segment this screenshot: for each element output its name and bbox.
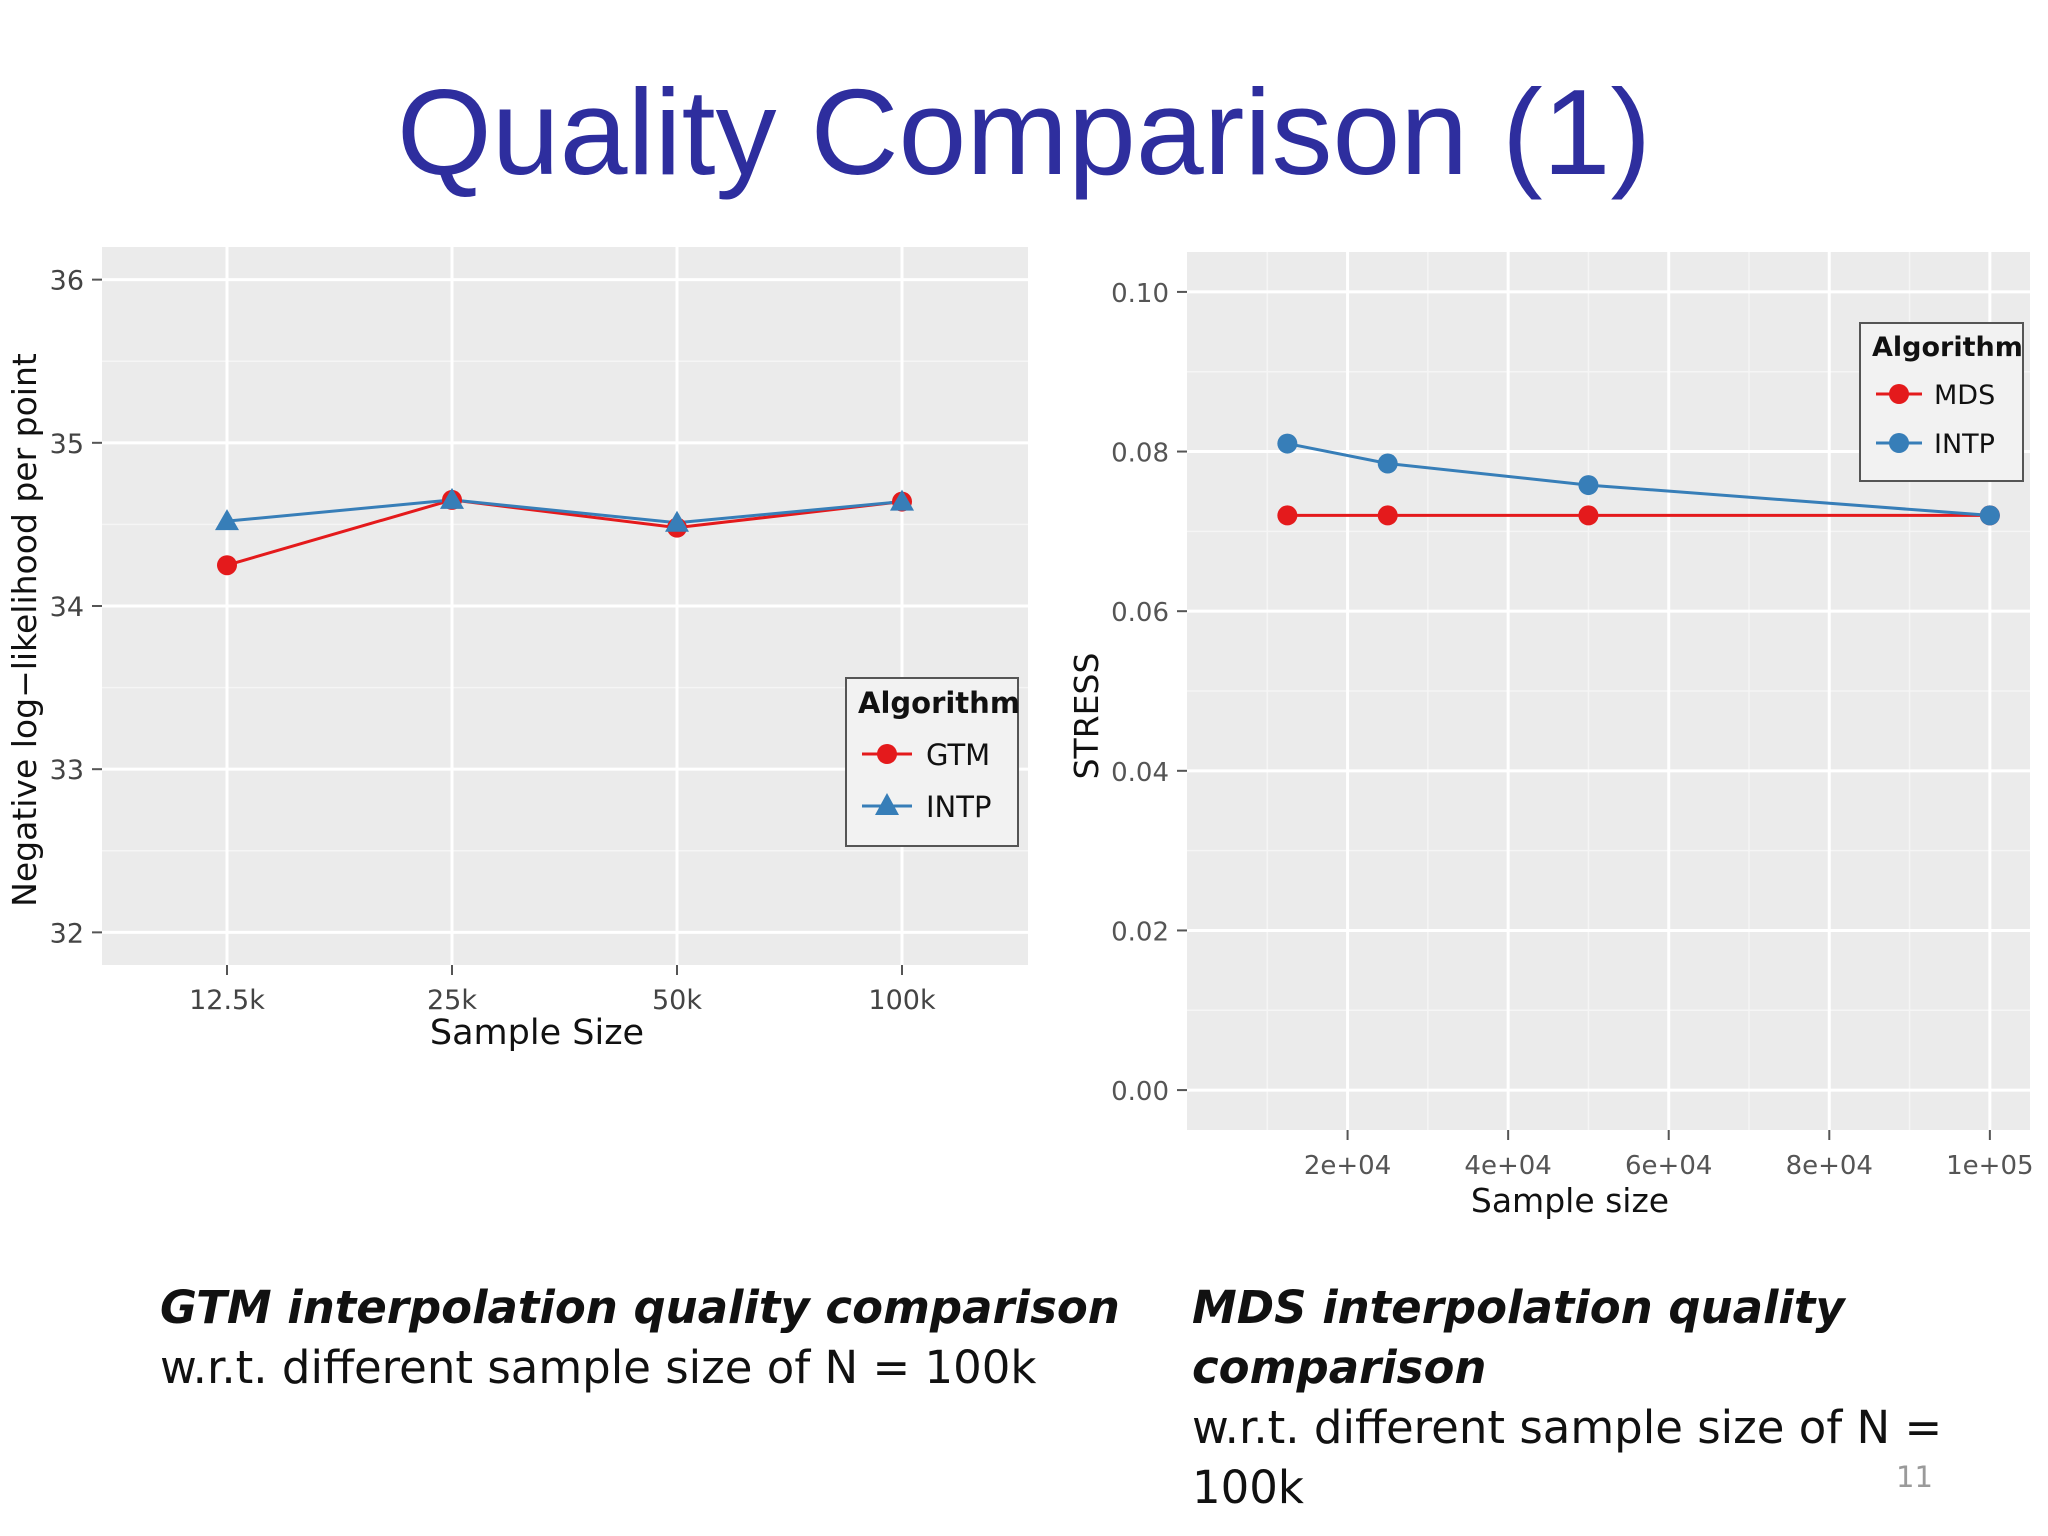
gtm-x-tick-label: 50k xyxy=(652,985,702,1016)
right-caption-subtitle: w.r.t. different sample size of N = 100k xyxy=(1192,1401,1943,1514)
gtm-triangle-marker-intp xyxy=(215,509,239,531)
mds-y-axis: 0.00 0.02 0.04 0.06 0.08 0.10 xyxy=(1111,279,1187,1107)
gtm-series-line-intp xyxy=(226,498,903,525)
mds-x-axis: 2e+04 4e+04 6e+04 8e+04 1e+05 xyxy=(1304,1130,2034,1181)
mds-y-tick-label: 0.08 xyxy=(1111,439,1169,469)
gtm-y-tick-label: 34 xyxy=(50,592,84,623)
mds-circle-marker-mds xyxy=(1377,505,1398,526)
gtm-x-tick-label: 12.5k xyxy=(189,985,265,1016)
mds-legend-item-intp: INTP xyxy=(1934,429,1995,460)
mds-y-tick-label: 0.00 xyxy=(1111,1077,1169,1107)
gtm-major-grid xyxy=(102,247,1028,965)
gtm-chart: 32 33 34 35 36 12.5k 25k 50k 100k Sample Size N… xyxy=(5,247,1028,1053)
gtm-x-axis-title: Sample Size xyxy=(430,1013,644,1053)
mds-circle-marker-intp xyxy=(1979,505,2000,526)
mds-minor-grid xyxy=(1187,252,2030,1130)
gtm-y-tick-label: 35 xyxy=(50,429,84,460)
mds-x-tick-label: 8e+04 xyxy=(1786,1151,1873,1181)
gtm-circle-marker-gtm xyxy=(217,555,237,576)
gtm-series-line-gtm xyxy=(226,498,903,567)
mds-legend-item-mds: MDS xyxy=(1934,380,1995,411)
gtm-triangle-marker-intp xyxy=(665,510,689,532)
gtm-legend-box xyxy=(845,677,1019,847)
mds-y-axis-title: STRESS xyxy=(1067,653,1106,780)
mds-x-tick-label: 2e+04 xyxy=(1304,1151,1391,1181)
gtm-legend-item-intp: INTP xyxy=(926,790,991,824)
mds-y-tick-label: 0.10 xyxy=(1111,279,1169,309)
gtm-x-tick-label: 25k xyxy=(427,985,477,1016)
left-caption-subtitle: w.r.t. different sample size of N = 100k xyxy=(160,1341,1037,1394)
mds-series xyxy=(1277,433,2000,526)
left-caption-title: GTM interpolation quality comparison xyxy=(160,1281,1120,1334)
slide-title: Quality Comparison (1) xyxy=(396,64,1652,200)
gtm-y-axis-title: Negative log−likelihood per point xyxy=(5,353,44,907)
gtm-legend-circle-marker xyxy=(877,744,897,764)
mds-legend-circle-marker-blue xyxy=(1889,433,1909,453)
gtm-y-tick-label: 36 xyxy=(50,266,84,297)
mds-circle-marker-intp xyxy=(1377,453,1398,474)
gtm-legend-title: Algorithm xyxy=(858,686,1020,720)
gtm-legend: Algorithm GTM INTP xyxy=(845,677,1020,847)
mds-circle-marker-intp xyxy=(1578,475,1599,496)
mds-series-line-intp xyxy=(1287,442,1990,517)
mds-legend-title: Algorithm xyxy=(1872,332,2023,363)
gtm-series xyxy=(215,487,914,576)
mds-legend-circle-marker-red xyxy=(1889,384,1909,404)
mds-legend-box xyxy=(1859,322,2024,482)
mds-x-axis-title: Sample size xyxy=(1471,1181,1669,1220)
gtm-y-tick-label: 32 xyxy=(50,918,84,949)
right-caption-title: MDS interpolation quality comparison xyxy=(1192,1281,1845,1394)
page-number: 11 xyxy=(1896,1460,1933,1494)
mds-legend: Algorithm MDS INTP xyxy=(1859,322,2024,482)
gtm-y-axis: 32 33 34 35 36 xyxy=(50,266,102,949)
left-caption: GTM interpolation quality comparison w.r… xyxy=(160,1278,1120,1398)
mds-y-tick-label: 0.02 xyxy=(1111,917,1169,947)
mds-chart: 0.00 0.02 0.04 0.06 0.08 0.10 2e+04 4e+04 6e+04… xyxy=(1067,252,2034,1220)
right-caption: MDS interpolation quality comparison w.r… xyxy=(1192,1278,2048,1518)
mds-circle-marker-mds xyxy=(1578,505,1599,526)
gtm-legend-item-gtm: GTM xyxy=(926,738,990,772)
mds-x-tick-label: 1e+05 xyxy=(1946,1151,2033,1181)
gtm-triangle-marker-intp xyxy=(440,487,464,509)
gtm-legend-triangle-marker xyxy=(875,793,899,815)
mds-x-tick-label: 6e+04 xyxy=(1625,1151,1712,1181)
mds-circle-marker-mds xyxy=(1277,505,1298,526)
gtm-x-tick-label: 100k xyxy=(868,985,936,1016)
gtm-x-axis: 12.5k 25k 50k 100k xyxy=(189,965,936,1016)
mds-y-tick-label: 0.04 xyxy=(1111,758,1169,788)
gtm-triangle-marker-intp xyxy=(890,489,914,511)
gtm-y-tick-label: 33 xyxy=(50,755,84,786)
mds-circle-marker-intp xyxy=(1277,433,1298,454)
mds-y-tick-label: 0.06 xyxy=(1111,598,1169,628)
mds-x-tick-label: 4e+04 xyxy=(1464,1151,1551,1181)
